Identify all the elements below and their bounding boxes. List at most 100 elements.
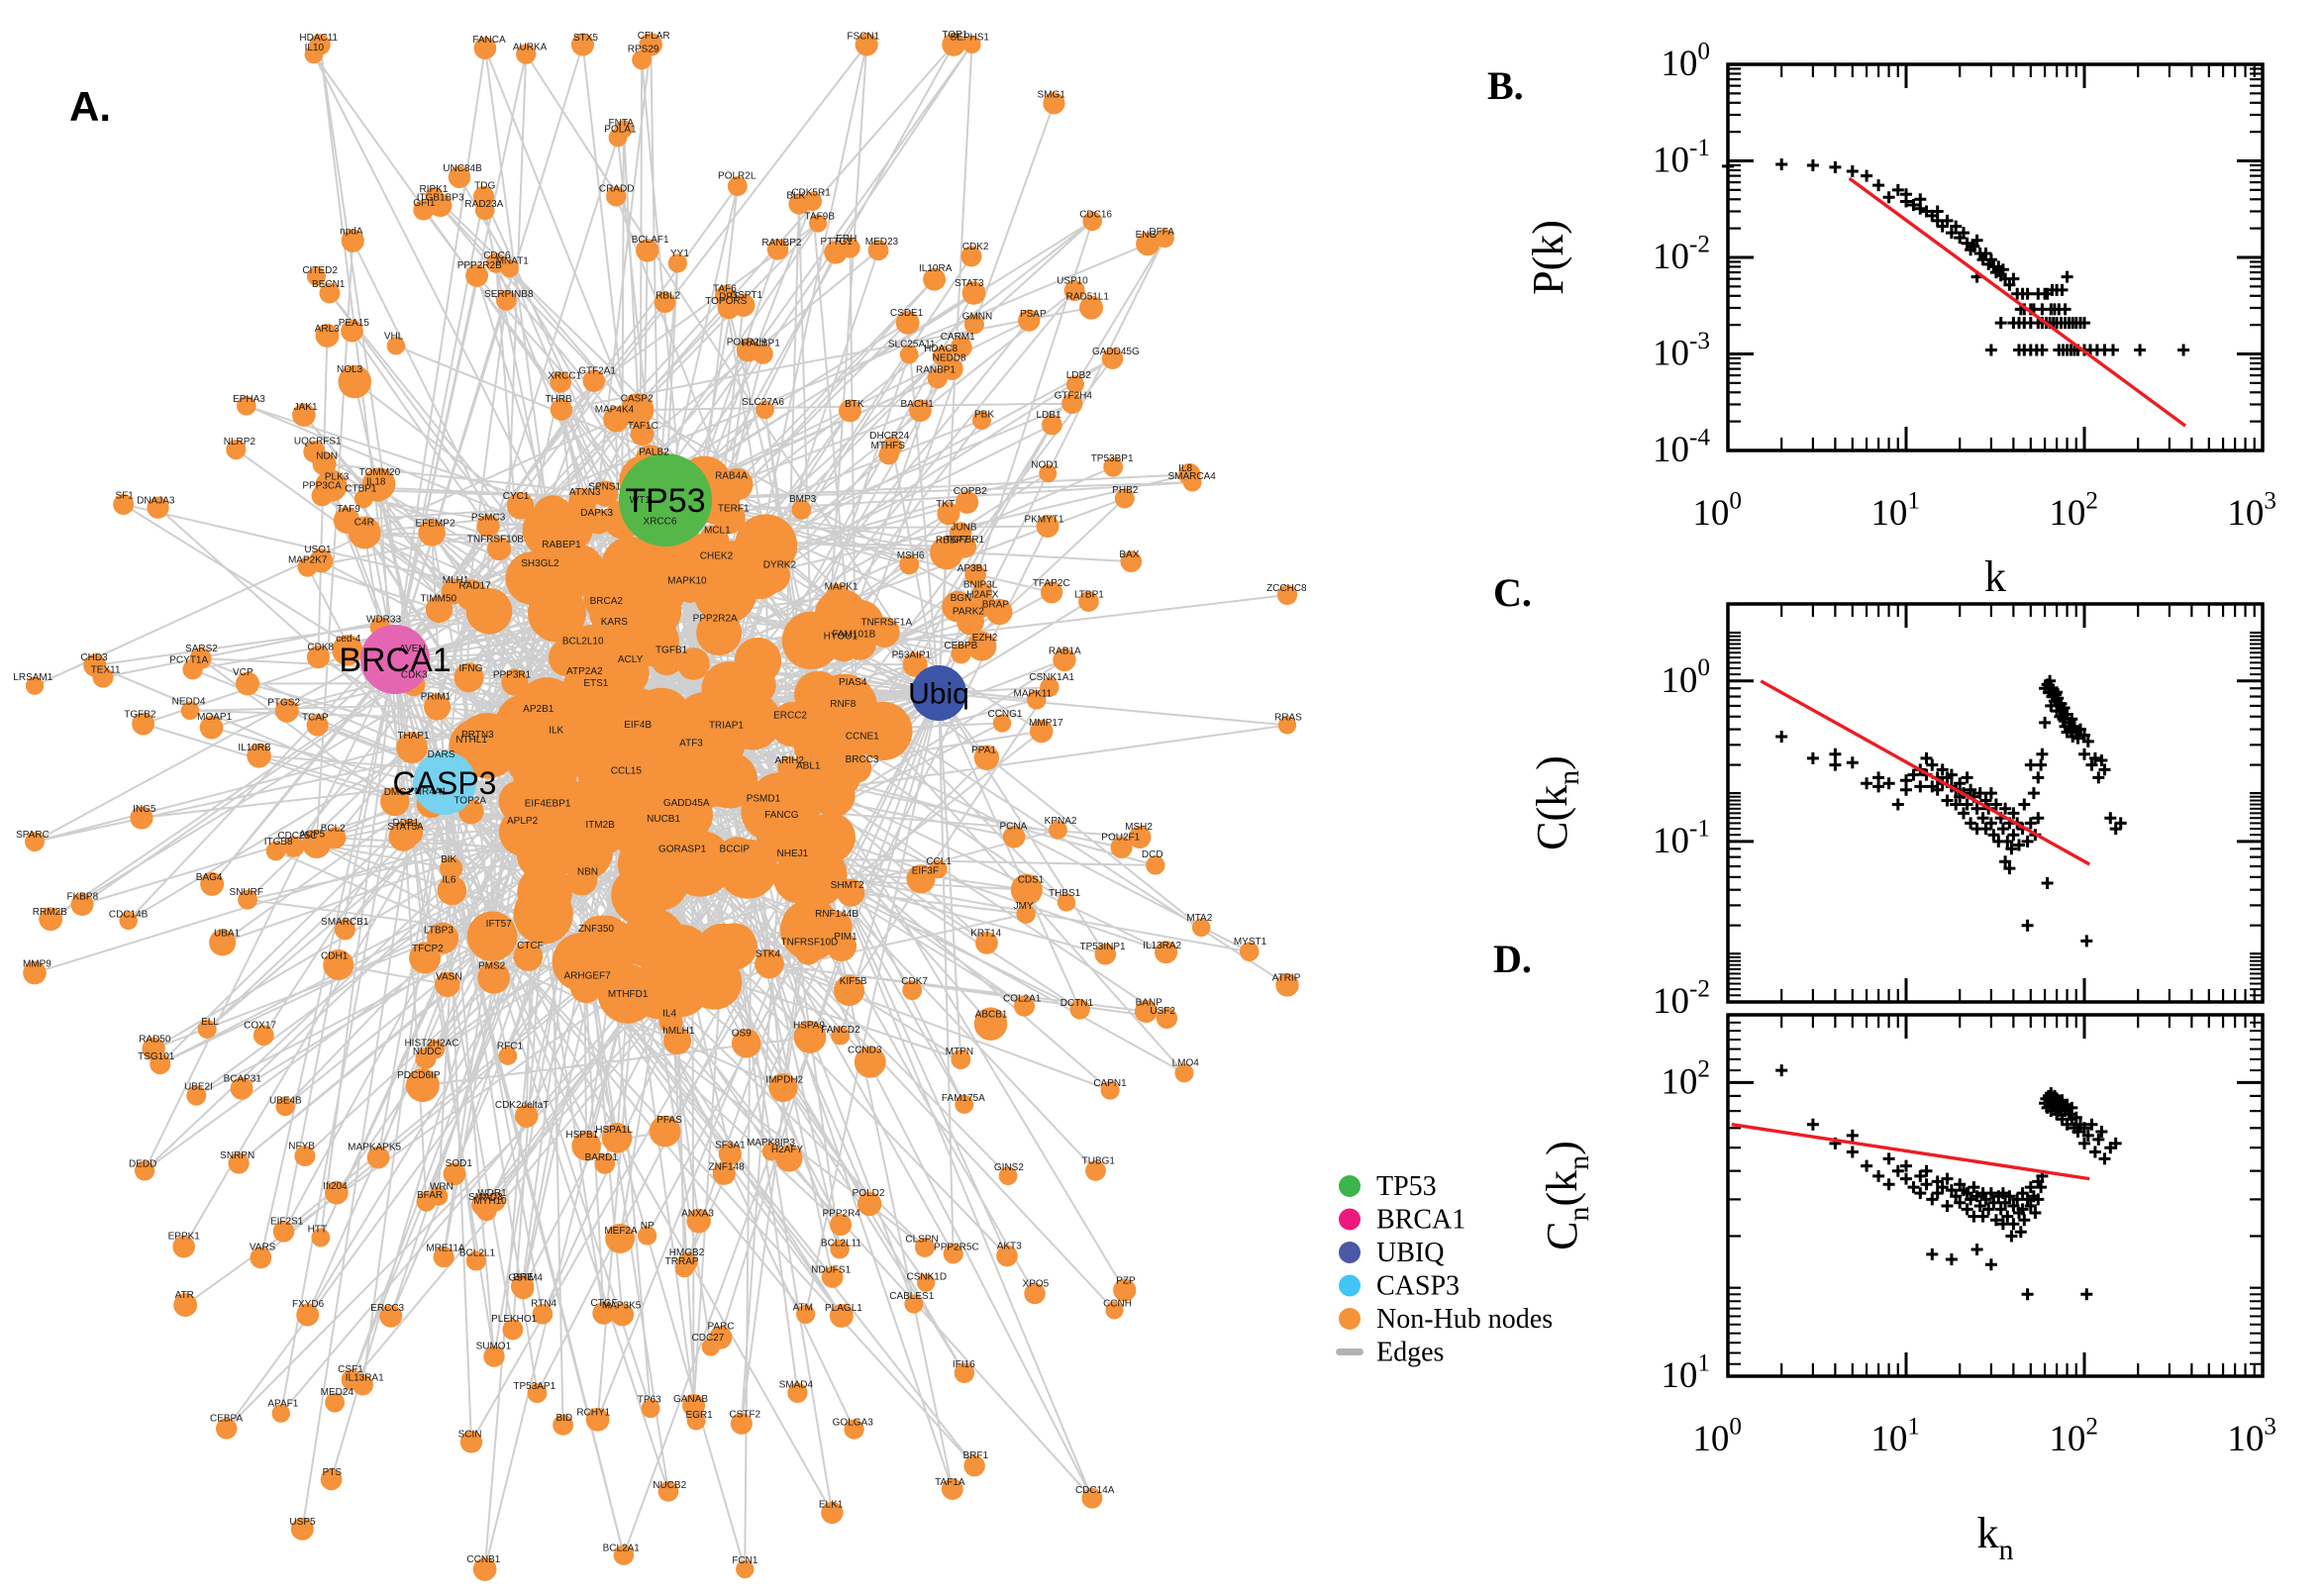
node-label: CTGF [590,1298,617,1309]
network-node [334,919,356,941]
y-tick-label-C: 100 [1661,654,1710,701]
y-tick-label-C: 10-2 [1653,975,1710,1022]
node-label: ERCC3 [370,1303,404,1314]
node-label: PMS2 [478,961,506,972]
network-node [247,744,271,768]
node-label: IL8 [1178,463,1192,474]
network-node [520,715,576,771]
network-node [960,246,982,267]
network-node [923,267,947,291]
network-node [820,910,853,943]
node-label: MYH10 [473,1196,507,1207]
node-label: BANP [1136,998,1163,1009]
network-node [998,1166,1018,1186]
node-label: SMG1 [1038,90,1066,101]
node-label: PSAP [1020,309,1047,320]
network-node [325,1392,346,1413]
node-label: THBS1 [1049,888,1081,899]
network-node [113,493,135,515]
network-node [736,338,760,362]
node-label: MAPK11 [1014,689,1053,700]
y-tick-label-B: 10-1 [1653,135,1710,181]
network-node [199,715,224,740]
node-label: TAF9B [805,212,836,223]
node-label: IL13RA2 [1143,941,1181,951]
node-label: EIF3F [912,866,939,877]
node-label: RANBP1 [916,365,956,376]
node-label: TNFRSF10D [780,938,838,948]
node-label: RABEP1 [542,540,581,550]
legend-item-casp3: CASP3 [1339,1271,1460,1302]
network-node [553,1414,574,1436]
network-node [332,635,363,666]
node-label: BAG4 [196,872,223,883]
network-node [250,1247,272,1269]
network-node [306,266,327,286]
network-node [565,863,598,896]
network-node [585,509,611,535]
node-label: ITGB8 [264,837,293,848]
node-label: TOP1 [942,30,967,41]
network-node [228,1152,250,1174]
node-label: ZCCHC8 [1266,583,1307,594]
network-node [641,1399,660,1419]
network-node [472,185,495,208]
network-node [147,496,169,519]
network-node [1053,648,1076,672]
network-node [951,644,971,664]
network-node [315,323,340,348]
network-node [271,1404,290,1423]
node-label: DAPK3 [580,508,613,519]
node-label: EIF2S1 [270,1216,304,1227]
node-label: SLC27A6 [742,397,784,408]
node-label: NUCB2 [653,1480,686,1491]
network-node [902,651,928,677]
node-label: TOP2A [454,796,486,807]
x-tick-label-B: 100 [1692,487,1742,534]
node-label: NDUFS1 [811,1264,851,1275]
network-node [902,980,923,1001]
node-label: DMC1 [384,787,413,798]
network-node [592,1302,615,1325]
network-node [473,37,497,59]
network-node [1057,893,1076,912]
network-node [230,1076,253,1100]
node-label: USP10 [1057,275,1088,286]
network-node [495,290,517,311]
node-label: ETS1 [583,678,608,689]
node-label: CCNH [1103,1299,1132,1310]
node-label: EZH2 [972,633,998,644]
network-node [569,794,603,829]
node-label: CDK7 [901,976,928,987]
network-node [1094,943,1117,965]
node-label: RAD17 [458,581,491,592]
node-label: CLSPN [905,1234,938,1245]
network-node [904,1294,924,1314]
node-label: NLRP2 [224,437,256,448]
network-node [867,240,889,261]
node-label: H2AFY [771,1145,804,1155]
node-label: SCIN [458,1429,482,1440]
legend-item-label: Non-Hub nodes [1376,1304,1553,1335]
node-label: BCL2L10 [562,636,604,647]
node-label: WDR33 [366,615,401,626]
node-label: SLC25A11 [888,340,936,350]
node-label: IL6 [443,875,456,886]
network-node [676,1252,698,1273]
network-node [173,1293,198,1318]
network-node [1103,456,1124,477]
network-node [454,662,484,693]
network-node [459,1431,483,1453]
node-label: WDR1 [477,1188,507,1199]
node-label: STX5 [573,33,598,44]
network-node [582,369,605,392]
network-node [1069,999,1090,1020]
node-label: KIF5B [840,976,867,987]
network-node [440,856,463,880]
node-label: ABL1 [796,760,821,771]
network-node [585,1407,610,1432]
legend-item-label: UBIQ [1376,1238,1444,1268]
node-label: XRCC1 [548,370,581,381]
network-node [592,480,619,507]
network-node [134,1160,155,1181]
